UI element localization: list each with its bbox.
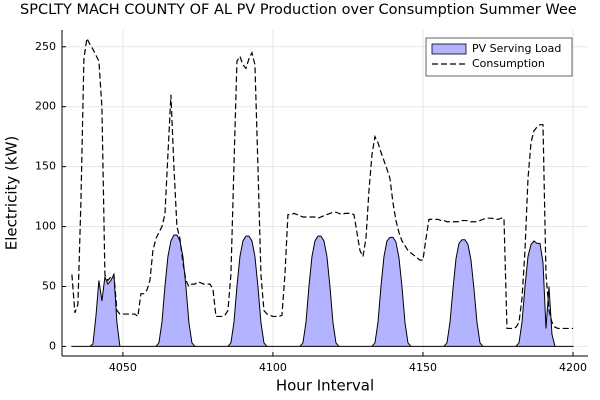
y-tick-label: 200 — [35, 100, 56, 113]
y-tick-label: 100 — [35, 220, 56, 233]
x-tick-label: 4050 — [109, 361, 137, 374]
y-tick-label: 150 — [35, 160, 56, 173]
legend-label: Consumption — [472, 57, 545, 70]
pv-area — [71, 234, 574, 347]
y-tick-label: 0 — [49, 339, 56, 352]
legend: PV Serving Load Consumption — [425, 37, 573, 77]
x-tick-label: 4100 — [259, 361, 287, 374]
y-tick-label: 250 — [35, 40, 56, 53]
y-tick-label: 50 — [42, 279, 56, 292]
x-tick-label: 4200 — [559, 361, 587, 374]
chart-title: SPCLTY MACH COUNTY OF AL PV Production o… — [20, 2, 577, 18]
consumption-line — [71, 36, 573, 330]
legend-swatch — [431, 43, 467, 55]
x-tick-label: 4150 — [409, 361, 437, 374]
y-axis-label: Electricity (kW) — [3, 136, 21, 251]
x-axis-label: Hour Interval — [276, 377, 374, 395]
legend-label: PV Serving Load — [472, 42, 561, 55]
